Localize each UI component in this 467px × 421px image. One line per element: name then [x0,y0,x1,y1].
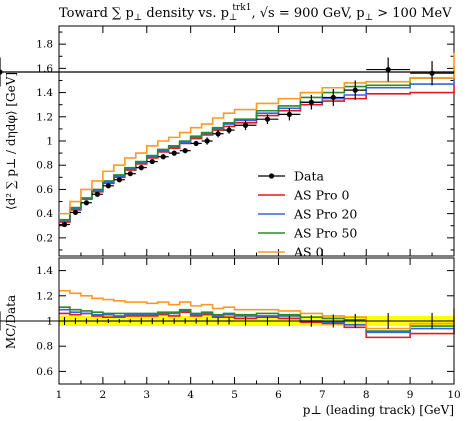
main-y-tick-label: 0.2 [36,232,53,244]
ratio-y-tick-label: 0.8 [36,341,53,353]
legend-label-1: AS Pro 20 [293,207,357,222]
x-tick-label: 9 [407,389,414,401]
data-point [308,99,314,105]
main-series [59,52,455,223]
data-point [116,177,122,183]
data-point [330,94,336,101]
series-line-3 [59,52,455,215]
data-point [429,70,435,76]
data-point [226,127,232,133]
series-line-1 [59,78,455,222]
main-y-tick-label: 0.8 [36,160,53,172]
data-point [83,200,90,206]
legend-label-data: Data [294,169,324,184]
main-panel: 0.2 0.4 0.6 0.8 1 1.2 1.4 1.6 1.8 ⟨d² ∑ p⊥ / dηd… [0,25,455,257]
data-point [171,150,177,156]
ratio-y-tick-label: 1.4 [36,265,53,277]
x-axis-label: p⊥ (leading track) [GeV] [303,403,454,417]
legend-label-0: AS Pro 0 [293,188,349,203]
legend-label-3: AS 0 [293,245,324,260]
ratio-y-tick-label: 0.6 [36,366,53,378]
main-data-points [0,57,454,228]
ratio-y-ticks: 0.6 0.8 1 1.2 1.4 [36,265,454,378]
x-tick-label: 7 [319,389,326,401]
data-point [182,148,188,154]
data-point [127,171,133,177]
ratio-line-1 [59,308,455,334]
legend-data-marker [268,173,275,179]
ratio-y-tick-label: 1.2 [36,290,53,302]
x-tick-label: 5 [231,389,238,401]
data-point [242,122,249,128]
data-point [215,131,221,137]
x-tick-label: 6 [275,389,282,401]
data-point [72,209,79,216]
main-y-tick-label: 1.4 [36,87,53,99]
data-point [385,66,391,73]
ratio-series [59,289,455,339]
chart-title: Toward ∑ p⊥ density vs. p⊥trk1, √s = 900… [59,3,452,23]
x-tick-label: 4 [187,389,194,401]
main-y-axis-label: ⟨d² ∑ p⊥ / dηdφ⟩ [GeV] [4,72,18,210]
x-tick-label: 1 [56,389,63,401]
ratio-line-2 [59,306,455,332]
legend: Data AS Pro 0 AS Pro 20 AS Pro 50 AS 0 [258,169,357,260]
ratio-y-axis-label: MC/Data [4,295,18,349]
data-point [61,221,68,228]
x-tick-label: 10 [447,389,460,401]
data-point [204,138,210,144]
ratio-line-0 [59,311,455,339]
main-y-tick-label: 1.2 [36,111,53,123]
main-y-tick-label: 1 [46,136,53,148]
data-point [138,165,144,171]
main-y-tick-label: 0.4 [36,208,53,220]
main-panel-frame [58,25,455,257]
main-x-ticks [58,26,455,256]
x-tick-label: 8 [363,389,370,401]
legend-label-2: AS Pro 50 [293,226,357,241]
data-point [193,140,199,147]
ratio-line-3 [59,289,455,330]
x-tick-label: 2 [100,389,107,401]
main-y-tick-label: 0.6 [36,184,53,196]
data-point [352,87,358,93]
series-line-2 [59,65,455,221]
data-point [160,154,166,160]
data-point [149,158,155,165]
ratio-x-ticks: 1 2 3 4 5 6 7 8 9 10 [56,258,461,401]
x-tick-label: 3 [143,389,150,401]
data-point [264,116,271,122]
data-point [286,111,293,117]
ratio-data-points [0,311,454,331]
main-y-ticks: 0.2 0.4 0.6 0.8 1 1.2 1.4 1.6 1.8 [36,31,454,251]
data-point [0,69,3,75]
data-point [105,183,111,189]
main-y-tick-label: 1.8 [36,39,53,51]
main-y-tick-label: 1.6 [36,63,53,75]
ratio-panel: 0.6 0.8 1 1.2 1.4 1 2 3 4 5 6 7 8 9 10 MC/Data p⊥ (le… [0,257,461,417]
data-point [94,191,101,197]
ratio-y-tick-label: 1 [46,316,53,328]
